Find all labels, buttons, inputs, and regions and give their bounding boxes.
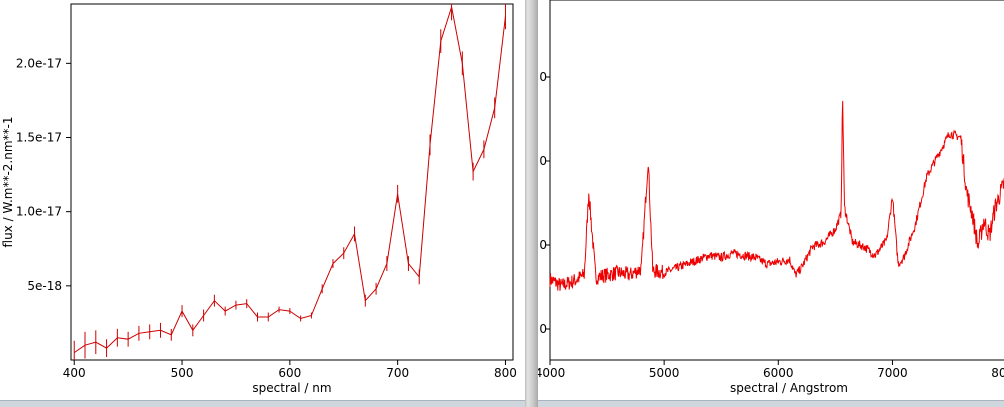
split-pane-divider[interactable] xyxy=(525,0,538,407)
x-tick-label: 500 xyxy=(171,366,194,380)
y-tick-label: 0 xyxy=(539,322,547,336)
y-tick-label: 5e-18 xyxy=(27,279,62,293)
flux-line xyxy=(73,6,506,354)
right-horizontal-scrollbar[interactable] xyxy=(538,400,1004,407)
spectrum-line xyxy=(549,100,1004,291)
x-tick-label: 7000 xyxy=(877,366,908,380)
y-tick-label: 0 xyxy=(539,70,547,84)
flux-series xyxy=(73,4,506,360)
y-tick-label: 1.0e-17 xyxy=(16,205,62,219)
plot-frame xyxy=(70,3,514,361)
x-tick-label: 800 xyxy=(494,366,517,380)
flux-plot-nm-canvas[interactable]: 400 500 600 700 800 5e-18 1.0e-17 1.5e-17 2.0e-1… xyxy=(0,0,525,407)
x-tick-label: 700 xyxy=(386,366,409,380)
y-tick-label: 0 xyxy=(539,154,547,168)
x-tick-label: 6000 xyxy=(763,366,794,380)
x-tick-label: 600 xyxy=(278,366,301,380)
flux-plot-nm[interactable]: 400 500 600 700 800 5e-18 1.0e-17 1.5e-17 2.0e-1… xyxy=(0,0,525,407)
spectrum-series xyxy=(549,100,1004,291)
x-axis-title: spectral / nm xyxy=(252,381,331,395)
x-axis-title: spectral / Angstrom xyxy=(730,381,848,395)
x-tick-label: 5000 xyxy=(649,366,680,380)
y-tick-label: 0 xyxy=(539,238,547,252)
y-tick-label: 2.0e-17 xyxy=(16,56,62,70)
plot-frame xyxy=(549,0,1004,361)
x-tick-label: 400 xyxy=(63,366,86,380)
left-horizontal-scrollbar[interactable] xyxy=(0,400,525,407)
y-tick-label: 1.5e-17 xyxy=(16,131,62,145)
x-tick-label: 4000 xyxy=(538,366,565,380)
y-axis-title: flux / W.m**-2.nm**-1 xyxy=(1,117,15,248)
